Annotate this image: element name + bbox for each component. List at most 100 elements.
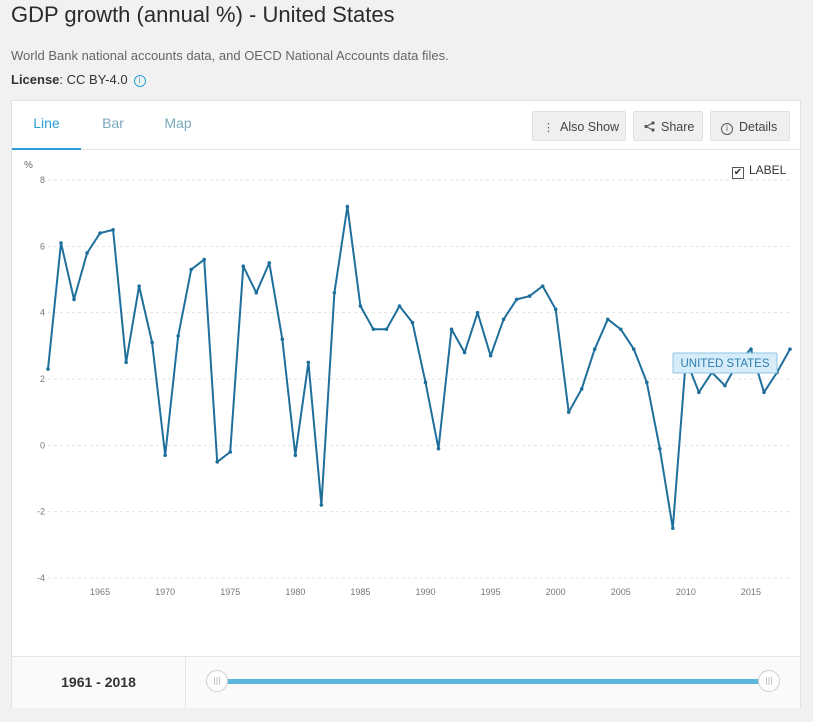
- y-tick-label: 8: [40, 175, 45, 185]
- series-line-united-states: [47, 205, 791, 530]
- series-label-text: UNITED STATES: [680, 358, 769, 370]
- y-tick-label: 6: [40, 241, 45, 251]
- data-point[interactable]: [631, 347, 636, 351]
- data-point[interactable]: [788, 347, 792, 351]
- data-point[interactable]: [436, 446, 441, 451]
- data-point[interactable]: [553, 307, 558, 312]
- source-note: World Bank national accounts data, and O…: [11, 48, 449, 63]
- data-point[interactable]: [358, 304, 363, 308]
- y-tick-label: -2: [37, 507, 45, 517]
- data-point[interactable]: [85, 251, 89, 255]
- license-line: License: CC BY-4.0 i: [11, 72, 146, 87]
- x-tick-label: 1970: [155, 587, 175, 597]
- data-point[interactable]: [345, 204, 350, 209]
- slider-end-handle[interactable]: |||: [758, 670, 780, 692]
- data-point[interactable]: [137, 284, 141, 288]
- data-point[interactable]: [124, 360, 128, 365]
- data-point[interactable]: [306, 360, 311, 365]
- year-range-slider[interactable]: [217, 679, 768, 684]
- label-checkbox[interactable]: ✔: [732, 167, 744, 179]
- data-point[interactable]: [514, 297, 519, 302]
- range-footer: 1961 - 2018 ||| |||: [12, 656, 800, 708]
- also-show-button[interactable]: ⋮ Also Show: [532, 111, 626, 141]
- x-tick-label: 2015: [741, 587, 761, 597]
- more-vertical-icon: ⋮: [543, 121, 554, 134]
- line-chart: -4 -2 0 2 4 6 8 1965 1970 1975 1980 1985 1990 1995 20…: [24, 160, 792, 597]
- view-tabs: Line Bar Map ⋮ Also Show Share i Details: [12, 101, 800, 150]
- info-circle-icon: i: [721, 123, 733, 135]
- data-point[interactable]: [371, 327, 376, 332]
- slider-start-handle[interactable]: |||: [206, 670, 228, 692]
- data-point[interactable]: [749, 347, 753, 351]
- data-point[interactable]: [527, 294, 532, 298]
- data-point[interactable]: [215, 460, 220, 464]
- info-icon[interactable]: i: [133, 75, 146, 87]
- share-label: Share: [661, 120, 695, 134]
- y-tick-label: 4: [40, 308, 45, 318]
- y-axis-ticks: -4 -2 0 2 4 6 8: [37, 175, 45, 583]
- data-point[interactable]: [189, 267, 193, 272]
- data-point[interactable]: [566, 410, 571, 414]
- data-point[interactable]: [241, 264, 246, 269]
- data-point[interactable]: [579, 387, 584, 391]
- data-point[interactable]: [462, 350, 467, 355]
- data-point[interactable]: [59, 241, 63, 245]
- data-point[interactable]: [658, 446, 662, 451]
- data-point[interactable]: [397, 304, 402, 308]
- data-point[interactable]: [150, 340, 154, 345]
- chart-panel: Line Bar Map ⋮ Also Show Share i Details ✔…: [11, 100, 801, 708]
- data-point[interactable]: [202, 257, 207, 262]
- data-point[interactable]: [618, 327, 623, 332]
- data-point[interactable]: [280, 337, 285, 341]
- x-tick-label: 1990: [415, 587, 435, 597]
- x-tick-label: 1985: [350, 587, 370, 597]
- tab-map[interactable]: Map: [164, 115, 192, 131]
- data-point[interactable]: [540, 284, 545, 288]
- data-point[interactable]: [475, 310, 480, 315]
- x-axis-ticks: 1965 1970 1975 1980 1985 1990 1995 2000 2005 2010…: [90, 587, 761, 597]
- data-point[interactable]: [762, 390, 766, 395]
- data-point[interactable]: [410, 320, 415, 325]
- license-label: License: [11, 72, 60, 87]
- x-tick-label: 1965: [90, 587, 110, 597]
- share-button[interactable]: Share: [633, 111, 703, 141]
- also-show-label: Also Show: [560, 120, 620, 134]
- data-point[interactable]: [176, 334, 180, 338]
- series-label-tag[interactable]: UNITED STATES: [672, 352, 778, 374]
- page-title: GDP growth (annual %) - United States: [11, 2, 395, 27]
- data-point[interactable]: [723, 383, 727, 388]
- x-tick-label: 2005: [611, 587, 631, 597]
- data-point[interactable]: [384, 327, 389, 332]
- data-point[interactable]: [111, 227, 115, 232]
- data-point[interactable]: [697, 390, 701, 395]
- details-button[interactable]: i Details: [710, 111, 790, 141]
- data-point[interactable]: [72, 297, 76, 302]
- data-point[interactable]: [267, 261, 272, 265]
- y-tick-label: -4: [37, 573, 45, 583]
- data-point[interactable]: [592, 347, 597, 351]
- x-tick-label: 1975: [220, 587, 240, 597]
- data-point[interactable]: [488, 353, 493, 358]
- data-point[interactable]: [46, 367, 50, 371]
- data-point[interactable]: [98, 231, 102, 235]
- data-point[interactable]: [228, 450, 233, 454]
- label-toggle[interactable]: ✔ LABEL: [732, 163, 786, 179]
- license-value: : CC BY-4.0: [59, 72, 128, 87]
- y-axis-unit: %: [24, 160, 33, 171]
- data-point[interactable]: [671, 526, 675, 531]
- data-point[interactable]: [319, 503, 324, 507]
- data-point[interactable]: [254, 290, 259, 295]
- tab-bar[interactable]: Bar: [102, 115, 124, 131]
- data-point[interactable]: [332, 290, 337, 295]
- x-tick-label: 1995: [481, 587, 501, 597]
- data-point[interactable]: [423, 380, 428, 385]
- data-point[interactable]: [645, 380, 649, 385]
- data-point[interactable]: [605, 317, 610, 322]
- data-point[interactable]: [163, 453, 167, 458]
- tab-line[interactable]: Line: [12, 101, 81, 150]
- share-icon: [644, 113, 655, 143]
- data-point[interactable]: [293, 453, 298, 458]
- label-toggle-text: LABEL: [749, 163, 787, 177]
- data-point[interactable]: [501, 317, 506, 322]
- data-point[interactable]: [449, 327, 454, 332]
